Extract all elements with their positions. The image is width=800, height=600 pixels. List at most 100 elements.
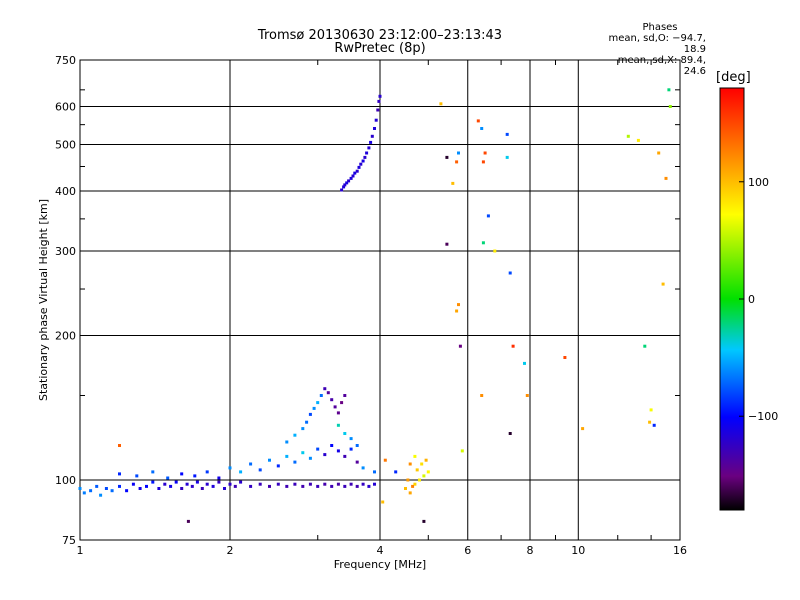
colorbar-ticks: 100 0 −100 <box>739 176 778 423</box>
scatter-point <box>378 94 382 98</box>
scatter-point <box>357 165 361 169</box>
scatter-point <box>373 470 376 474</box>
scatter-point <box>174 480 178 484</box>
scatter-point <box>276 482 280 486</box>
scatter-point <box>359 162 363 166</box>
x-tick-label: 16 <box>673 544 687 557</box>
scatter-point <box>343 394 347 397</box>
x-tick-label: 6 <box>464 544 471 557</box>
scatter-point <box>361 466 365 470</box>
scatter-point <box>205 470 209 474</box>
phase-o-stats: mean, sd,O: −94.7, 18.9 <box>608 33 706 55</box>
scatter-point <box>239 480 243 484</box>
scatter-point <box>336 423 340 427</box>
scatter-point <box>180 472 184 476</box>
scatter-point <box>138 487 142 490</box>
scatter-point <box>523 361 526 365</box>
scatter-point <box>151 480 155 484</box>
scatter-point <box>157 487 161 490</box>
scatter-point <box>661 282 665 286</box>
scatter-point <box>223 487 226 490</box>
scatter-point <box>285 454 289 458</box>
scatter-point <box>308 456 312 460</box>
scatter-point <box>377 99 381 103</box>
scatter-point <box>336 411 340 415</box>
scatter-point <box>486 214 490 218</box>
scatter-point <box>343 432 347 435</box>
scatter-point <box>316 447 320 451</box>
scatter-point <box>104 487 108 490</box>
scatter-point <box>249 462 253 466</box>
scatter-point <box>455 160 459 164</box>
y-tick-label: 200 <box>55 330 76 343</box>
scatter-point <box>82 491 86 495</box>
scatter-point <box>370 134 374 138</box>
scatter-point <box>460 449 464 453</box>
scatter-point <box>336 449 340 453</box>
y-tick-label: 500 <box>55 139 76 152</box>
scatter-point <box>217 476 221 480</box>
scatter-point <box>511 344 515 348</box>
scatter-point <box>563 356 567 359</box>
scatter-point <box>343 484 347 488</box>
scatter-point <box>408 491 412 495</box>
scatter-point <box>228 466 232 470</box>
scatter-point <box>418 478 421 482</box>
scatter-point <box>424 458 428 462</box>
y-tick-label: 300 <box>55 245 76 258</box>
scatter-point <box>445 155 449 159</box>
scatter-point <box>186 519 190 523</box>
scatter-point <box>657 151 661 155</box>
scatter-point <box>626 134 630 138</box>
scatter-point <box>125 489 129 493</box>
phase-heading: Phases <box>642 22 678 33</box>
scatter-point <box>330 444 334 447</box>
scatter-point <box>406 478 410 482</box>
scatter-point <box>649 408 653 412</box>
scatter-point <box>312 406 316 410</box>
grid-lines <box>80 60 680 540</box>
scatter-point <box>664 176 668 180</box>
colorbar-tick-label: −100 <box>748 410 778 423</box>
scatter-point <box>301 451 305 455</box>
x-tick-label: 4 <box>377 544 384 557</box>
scatter-point <box>319 394 323 397</box>
scatter-point <box>383 458 387 462</box>
chart-subtitle: RwPretec (8p) <box>334 41 426 56</box>
scatter-point <box>323 482 327 486</box>
scatter-point <box>336 482 340 486</box>
scatter-point <box>411 484 415 488</box>
scatter-point <box>373 482 376 486</box>
scatter-point <box>110 489 114 493</box>
scatter-point <box>451 181 455 185</box>
scatter-point <box>483 151 487 155</box>
y-axis-label: Stationary phase Virtual Height [km] <box>37 199 50 401</box>
colorbar-tick-label: 100 <box>748 176 769 189</box>
scatter-point <box>326 391 330 395</box>
scatter-point <box>426 470 430 474</box>
scatter-point <box>145 484 148 488</box>
colorbar-unit: [deg] <box>716 70 751 85</box>
scatter-point <box>316 484 320 488</box>
scatter-point <box>408 462 412 466</box>
scatter-point <box>349 447 353 451</box>
scatter-point <box>581 427 585 431</box>
scatter-point <box>330 484 334 488</box>
scatter-point <box>305 420 309 424</box>
scatter-point <box>652 423 656 427</box>
scatter-point <box>457 303 460 307</box>
scatter-point <box>258 468 262 472</box>
scatter-point <box>78 487 82 490</box>
y-tick-label: 75 <box>62 534 76 547</box>
scatter-point <box>525 394 529 397</box>
scatter-points <box>78 88 672 523</box>
scatter-point <box>118 444 121 447</box>
scatter-point <box>349 437 353 441</box>
scatter-point <box>343 183 347 187</box>
scatter-point <box>455 309 459 313</box>
scatter-point <box>323 387 327 391</box>
scatter-point <box>301 427 305 431</box>
scatter-point <box>374 118 378 122</box>
scatter-point <box>355 484 359 488</box>
scatter-point <box>394 470 398 474</box>
